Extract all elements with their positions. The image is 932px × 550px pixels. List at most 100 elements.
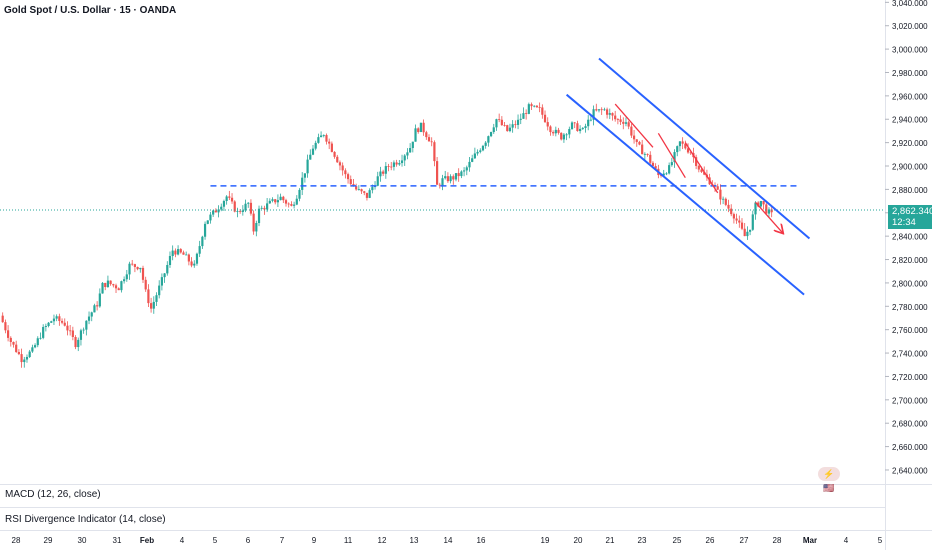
candle-body (109, 280, 112, 285)
candle-body (605, 109, 609, 115)
candle-body (579, 128, 582, 132)
candle-body (233, 201, 236, 212)
macd-indicator-label[interactable]: MACD (12, 26, close) (5, 489, 101, 500)
candle-body (716, 186, 719, 190)
candle-body (236, 211, 239, 213)
candle-body (390, 166, 393, 168)
candle-body (589, 119, 592, 121)
candle-body (619, 119, 622, 122)
candle-body (727, 204, 730, 209)
x-tick-label: 5 (213, 536, 218, 545)
economic-events-icon[interactable]: ⚡🇺🇸 (818, 467, 840, 493)
y-tick-label: 2,740.000 (892, 350, 928, 359)
candle-body (155, 295, 158, 302)
candle-body (15, 344, 18, 352)
candle-body (441, 178, 444, 186)
candle-body (303, 173, 306, 178)
candle-body (214, 210, 217, 213)
candle-body (158, 285, 161, 296)
candle-body (249, 202, 253, 214)
rsi-indicator-label[interactable]: RSI Divergence Indicator (14, close) (5, 514, 166, 525)
candle-body (427, 137, 431, 142)
candle-body (74, 337, 77, 348)
candle-body (730, 208, 733, 215)
candle-body (436, 161, 439, 185)
projection-arrow (684, 142, 719, 194)
candle-body (31, 347, 34, 352)
candle-body (425, 132, 428, 138)
candle-body (487, 136, 490, 143)
candle-body (570, 122, 574, 130)
candle-body (206, 220, 209, 224)
candle-body (406, 152, 409, 156)
candle-body (1, 315, 4, 323)
candle-body (141, 267, 145, 280)
candle-body (387, 166, 390, 167)
candle-body (665, 173, 668, 175)
candle-body (195, 253, 199, 264)
projection-arrow (614, 103, 654, 148)
y-tick-label: 2,720.000 (892, 373, 928, 382)
x-tick-label: 13 (410, 536, 419, 545)
candle-body (476, 151, 479, 154)
candle-body (309, 154, 312, 160)
candle-body (411, 141, 414, 149)
x-tick-label: 16 (477, 536, 486, 545)
y-tick-label: 2,780.000 (892, 303, 928, 312)
x-tick-label: 4 (844, 536, 849, 545)
candle-body (422, 122, 425, 133)
x-tick-label: 11 (344, 536, 353, 545)
candle-body (60, 320, 64, 323)
candle-body (260, 207, 263, 209)
candle-body (217, 209, 220, 213)
y-tick-label: 2,940.000 (892, 116, 928, 125)
candle-body (271, 199, 274, 201)
candle-body (47, 322, 50, 327)
y-tick-label: 2,800.000 (892, 279, 928, 288)
candle-body (498, 119, 501, 120)
candle-body (52, 318, 56, 322)
candle-body (433, 142, 436, 162)
candle-body (114, 285, 118, 289)
channel-upper-line (598, 57, 811, 240)
candle-body (703, 171, 706, 175)
candle-body (282, 196, 285, 201)
candle-body (179, 249, 182, 253)
candle-body (678, 141, 682, 147)
candle-body (171, 250, 174, 257)
candle-body (479, 150, 482, 152)
candle-body (306, 159, 309, 174)
x-tick-label: 27 (740, 536, 749, 545)
candle-body (174, 250, 177, 255)
candle-body (530, 104, 533, 107)
candle-body (317, 137, 320, 143)
candle-body (319, 135, 323, 138)
candle-body (257, 208, 261, 224)
x-tick-label: 4 (180, 536, 185, 545)
y-tick-label: 2,900.000 (892, 163, 928, 172)
candle-body (58, 316, 61, 321)
candle-body (630, 126, 633, 136)
current-price-value: 2,862.340 (892, 206, 932, 217)
candle-body (576, 123, 579, 132)
y-tick-label: 2,840.000 (892, 233, 928, 242)
candle-body (471, 158, 474, 162)
candle-body (500, 119, 503, 126)
candle-body (284, 200, 288, 204)
candle-body (279, 196, 282, 201)
candle-body (349, 179, 352, 185)
candle-body (168, 256, 172, 265)
x-tick-label: 19 (541, 536, 550, 545)
candle-body (624, 122, 628, 124)
candle-body (136, 266, 139, 270)
candle-body (344, 170, 347, 175)
candle-body (554, 129, 557, 134)
candle-body (239, 211, 242, 213)
candle-body (23, 359, 26, 363)
candle-body (484, 142, 487, 146)
current-price-badge: 2,862.340 12:34 (888, 205, 932, 229)
candle-body (360, 189, 363, 192)
candle-body (25, 356, 29, 360)
